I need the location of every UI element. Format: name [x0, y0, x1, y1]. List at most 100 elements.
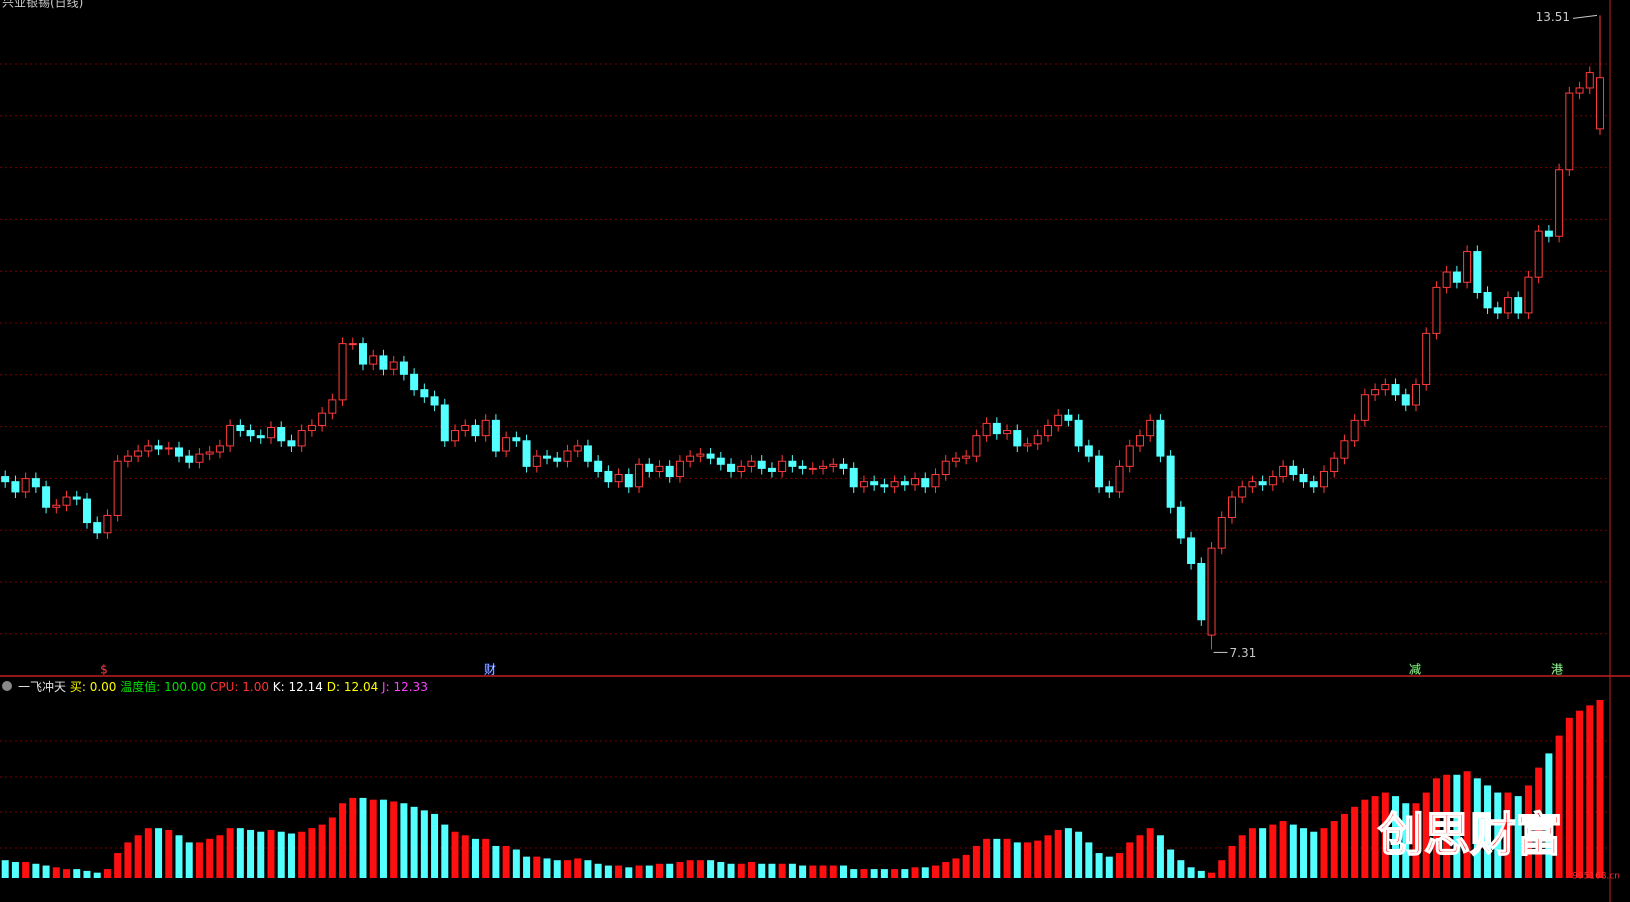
- candle-body: [1463, 251, 1472, 283]
- candle-body: [174, 447, 183, 457]
- candle-body: [379, 355, 388, 370]
- legend-label: 买:: [70, 680, 86, 694]
- candle-body: [727, 463, 736, 472]
- candle-body: [706, 453, 715, 459]
- candle-body: [399, 361, 408, 375]
- indicator-bar: [1126, 842, 1134, 878]
- candle-body: [154, 445, 163, 450]
- indicator-bar: [676, 861, 684, 878]
- candle-body: [808, 467, 817, 470]
- indicator-bar: [1197, 870, 1205, 878]
- candle-body: [880, 484, 889, 488]
- indicator-bar: [1054, 829, 1062, 878]
- candle-body: [716, 457, 725, 465]
- candle-body: [410, 373, 419, 391]
- candle-body: [123, 455, 132, 462]
- indicator-bar: [604, 865, 612, 878]
- indicator-bar: [1136, 835, 1144, 878]
- candle-body: [82, 498, 91, 524]
- candle-body: [144, 445, 153, 452]
- candle-body: [675, 460, 684, 478]
- indicator-bar: [461, 835, 469, 878]
- candle-body: [624, 474, 633, 488]
- candle-body: [870, 481, 879, 486]
- candle-body: [1391, 384, 1400, 396]
- indicator-bar: [1310, 831, 1318, 878]
- candle-body: [1360, 394, 1369, 421]
- candle-body: [1227, 496, 1236, 518]
- candle-body: [594, 460, 603, 472]
- candle-body: [583, 445, 592, 462]
- indicator-bar: [829, 865, 837, 878]
- indicator-bar: [1412, 803, 1420, 878]
- indicator-bar: [1473, 778, 1481, 878]
- indicator-bar: [359, 797, 367, 878]
- candle-body: [113, 460, 122, 516]
- indicator-bar: [717, 861, 725, 878]
- indicator-bar: [257, 831, 265, 878]
- candle-body: [1350, 419, 1359, 442]
- candle-body: [1289, 465, 1298, 476]
- indicator-bar: [185, 842, 193, 878]
- indicator-bar: [891, 869, 899, 878]
- indicator-bar: [523, 856, 531, 878]
- indicator-bar: [22, 861, 30, 878]
- indicator-bar: [114, 853, 122, 878]
- indicator-bar: [1576, 710, 1584, 878]
- candle-body: [420, 389, 429, 398]
- indicator-bar: [103, 869, 111, 878]
- candle-body: [839, 463, 848, 469]
- candle-body: [430, 396, 439, 406]
- candle-body: [103, 514, 112, 534]
- candle-body: [778, 460, 787, 472]
- max-label: 13.51: [1536, 10, 1570, 24]
- candle-body: [522, 440, 531, 467]
- indicator-bar: [155, 828, 163, 878]
- indicator-bar: [1208, 872, 1216, 878]
- indicator-bar: [482, 838, 490, 878]
- candle-body: [502, 437, 511, 452]
- candle-body: [1217, 516, 1226, 549]
- indicator-bar: [226, 828, 234, 878]
- candle-body: [829, 463, 838, 467]
- indicator-bar: [93, 872, 101, 878]
- watermark: 创思财富: [1378, 808, 1562, 862]
- candle-body: [1105, 486, 1114, 493]
- indicator-bar: [206, 838, 214, 878]
- candle-body: [1575, 87, 1584, 94]
- indicator-bar: [400, 803, 408, 878]
- indicator-bar: [1392, 796, 1400, 878]
- candle-body: [21, 478, 30, 493]
- indicator-bar: [1044, 835, 1052, 878]
- indicator-bar: [165, 829, 173, 878]
- indicator-bar: [267, 829, 275, 878]
- candle-body: [72, 496, 81, 500]
- indicator-bar: [390, 801, 398, 878]
- candle-body: [1166, 455, 1175, 508]
- collapse-icon[interactable]: [2, 681, 12, 691]
- indicator-bar: [574, 858, 582, 878]
- indicator-bar: [819, 865, 827, 878]
- indicator-bar: [911, 867, 919, 878]
- candle-body: [982, 422, 991, 437]
- candle-body: [1483, 291, 1492, 309]
- event-marker: 港: [1551, 663, 1563, 677]
- candle-body: [512, 437, 521, 442]
- candle-body: [1207, 547, 1216, 636]
- candle-body: [481, 419, 490, 437]
- candle-body: [921, 478, 930, 488]
- candle-body: [1585, 72, 1594, 89]
- indicator-bar: [1034, 840, 1042, 878]
- candle-body: [389, 361, 398, 370]
- indicator-bar: [1443, 774, 1451, 878]
- indicator-bar: [737, 863, 745, 878]
- candle-body: [1279, 465, 1288, 478]
- candle-body: [1534, 230, 1543, 278]
- indicator-bar: [32, 863, 40, 878]
- candle-body: [655, 465, 664, 472]
- candle-body: [338, 343, 347, 401]
- indicator-bar: [983, 838, 991, 878]
- candle-body: [440, 404, 449, 442]
- indicator-bar: [707, 860, 715, 878]
- indicator-bar: [63, 869, 71, 878]
